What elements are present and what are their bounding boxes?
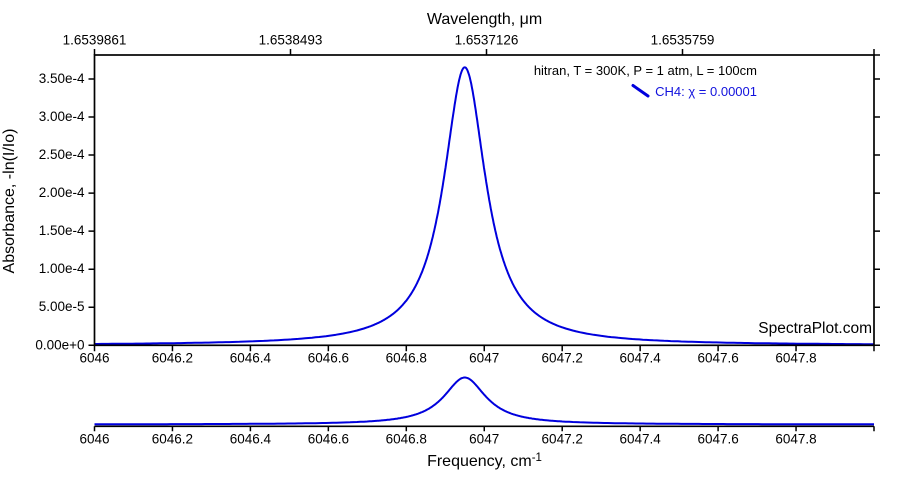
svg-text:5.00e-5: 5.00e-5: [39, 299, 85, 314]
svg-text:6047.6: 6047.6: [697, 350, 738, 365]
svg-text:1.6539861: 1.6539861: [63, 32, 127, 47]
svg-text:6047.6: 6047.6: [697, 432, 738, 447]
svg-text:6046.6: 6046.6: [308, 350, 349, 365]
svg-text:6047.8: 6047.8: [775, 432, 816, 447]
svg-text:6046.2: 6046.2: [152, 350, 193, 365]
svg-text:6046.8: 6046.8: [386, 432, 427, 447]
svg-text:CH4: χ = 0.00001: CH4: χ = 0.00001: [655, 84, 757, 99]
svg-text:6047.8: 6047.8: [775, 350, 816, 365]
svg-text:6046.6: 6046.6: [308, 432, 349, 447]
svg-text:hitran, T = 300K, P = 1 atm, L: hitran, T = 300K, P = 1 atm, L = 100cm: [534, 63, 757, 78]
svg-text:1.00e-4: 1.00e-4: [39, 261, 85, 276]
svg-text:SpectraPlot.com: SpectraPlot.com: [758, 320, 872, 337]
svg-text:1.6535759: 1.6535759: [651, 32, 715, 47]
svg-text:6046: 6046: [79, 350, 109, 365]
svg-text:6047: 6047: [469, 432, 499, 447]
svg-text:1.6538493: 1.6538493: [259, 32, 323, 47]
svg-text:1.6537126: 1.6537126: [455, 32, 519, 47]
svg-text:6047.4: 6047.4: [619, 350, 661, 365]
svg-text:3.00e-4: 3.00e-4: [39, 109, 85, 124]
svg-text:6046.4: 6046.4: [230, 350, 272, 365]
svg-text:6046: 6046: [79, 432, 109, 447]
svg-text:0.00e+0: 0.00e+0: [35, 337, 84, 352]
svg-text:6047.2: 6047.2: [542, 432, 583, 447]
svg-text:2.50e-4: 2.50e-4: [39, 147, 85, 162]
svg-text:6047.4: 6047.4: [619, 432, 661, 447]
svg-text:6046.2: 6046.2: [152, 432, 193, 447]
svg-text:3.50e-4: 3.50e-4: [39, 71, 85, 86]
svg-text:2.00e-4: 2.00e-4: [39, 185, 85, 200]
svg-text:Absorbance, -ln(I/Io): Absorbance, -ln(I/Io): [1, 129, 18, 274]
svg-text:6046.8: 6046.8: [386, 350, 427, 365]
svg-text:6047.2: 6047.2: [542, 350, 583, 365]
svg-text:Wavelength, μm: Wavelength, μm: [427, 11, 542, 28]
svg-text:6047: 6047: [469, 350, 499, 365]
svg-text:Frequency, cm-1: Frequency, cm-1: [427, 452, 542, 470]
svg-text:6046.4: 6046.4: [230, 432, 272, 447]
svg-text:1.50e-4: 1.50e-4: [39, 223, 85, 238]
